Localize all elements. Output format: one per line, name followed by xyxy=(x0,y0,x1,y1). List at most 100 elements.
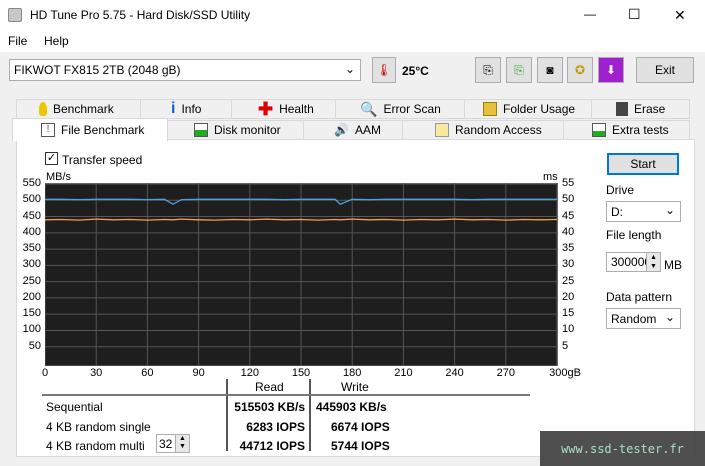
y-tick-label: 50 xyxy=(28,339,41,352)
transfer-chart xyxy=(45,183,558,366)
random-access-icon xyxy=(435,123,449,137)
tab-folder-usage[interactable]: Folder Usage xyxy=(464,99,592,119)
queue-depth-stepper[interactable]: ▲ ▼ xyxy=(175,435,189,452)
drive-select[interactable]: FIKWOT FX815 2TB (2048 gB) ⌄ xyxy=(9,59,361,81)
y-right-tick-label: 25 xyxy=(562,274,575,287)
x-tick-label: 30 xyxy=(90,367,103,379)
x-tick-label: 270 xyxy=(496,367,515,379)
queue-depth-input[interactable]: 32 ▲ ▼ xyxy=(156,434,190,453)
tab-extra-tests[interactable]: Extra tests xyxy=(563,120,690,140)
tab-health[interactable]: ✚ Health xyxy=(231,99,336,119)
tab-disk-monitor[interactable]: Disk monitor xyxy=(167,120,304,140)
maximize-button[interactable]: ☐ xyxy=(628,6,641,22)
x-tick-label: 60 xyxy=(141,367,154,379)
health-icon: ✚ xyxy=(258,98,274,119)
x-tick-label: 0 xyxy=(41,367,49,379)
divider xyxy=(226,379,228,451)
menu-bar: File Help xyxy=(0,30,705,52)
drive-label: Drive xyxy=(606,183,635,197)
file-length-stepper[interactable]: ▲ ▼ xyxy=(646,252,661,272)
y-tick-label: 500 xyxy=(22,193,41,206)
x-tick-label: 90 xyxy=(192,367,205,379)
disk-monitor-icon xyxy=(194,123,208,137)
tab-file-benchmark[interactable]: ! File Benchmark xyxy=(12,118,168,141)
y-tick-label: 300 xyxy=(22,258,41,271)
y-axis-right-label: ms xyxy=(543,171,558,183)
chevron-down-icon: ⌄ xyxy=(664,310,675,324)
y-right-tick-label: 50 xyxy=(562,193,575,206)
transfer-speed-checkbox[interactable]: ✓ xyxy=(45,152,58,165)
read-series-line xyxy=(45,198,557,205)
camera-icon[interactable]: ◙ xyxy=(537,57,563,83)
row-label: 4 KB random single xyxy=(46,420,151,434)
tab-info[interactable]: i Info xyxy=(140,99,232,119)
options-icon[interactable]: ✪ xyxy=(567,57,593,83)
y-tick-label: 200 xyxy=(22,290,41,303)
y-tick-label: 250 xyxy=(22,274,41,287)
y-tick-label: 350 xyxy=(22,242,41,255)
copy-all-icon[interactable]: ⎘ xyxy=(506,57,532,83)
col-write-header: Write xyxy=(341,380,369,394)
x-tick-label: 150 xyxy=(291,367,311,379)
divider xyxy=(309,379,311,451)
speaker-icon: 🔊 xyxy=(334,123,349,137)
col-read-header: Read xyxy=(255,380,284,394)
window-title: HD Tune Pro 5.75 - Hard Disk/SSD Utility xyxy=(30,8,251,22)
trash-icon xyxy=(616,102,628,116)
y-tick-label: 150 xyxy=(22,307,41,320)
exit-button[interactable]: Exit xyxy=(636,57,694,83)
y-right-tick-label: 35 xyxy=(562,242,575,255)
sequential-read: 515503 KB/s xyxy=(234,400,305,414)
file-length-unit: MB xyxy=(664,258,682,272)
app-icon xyxy=(8,8,22,22)
tab-aam[interactable]: 🔊 AAM xyxy=(303,120,403,140)
chevron-down-icon: ⌄ xyxy=(344,62,355,76)
sequential-write: 445903 KB/s xyxy=(316,400,387,414)
random-multi-write: 5744 IOPS xyxy=(331,439,390,453)
y-right-tick-label: 10 xyxy=(562,323,575,336)
tab-random-access[interactable]: Random Access xyxy=(402,120,564,140)
y-tick-label: 550 xyxy=(22,177,41,189)
y-right-tick-label: 20 xyxy=(562,290,575,303)
minimize-button[interactable]: — xyxy=(584,7,596,21)
file-benchmark-icon: ! xyxy=(41,123,55,137)
row-label: Sequential xyxy=(46,400,103,414)
tab-erase[interactable]: Erase xyxy=(591,99,690,119)
start-button[interactable]: Start xyxy=(607,153,679,175)
file-length-label: File length xyxy=(606,228,662,242)
y-tick-label: 450 xyxy=(22,209,41,222)
random-multi-read: 44712 IOPS xyxy=(239,439,305,453)
x-tick-label: 210 xyxy=(394,367,413,379)
tab-error-scan[interactable]: 🔍 Error Scan xyxy=(335,99,465,119)
temperature-value: 25°C xyxy=(402,64,429,78)
temperature-icon: 🌡 xyxy=(372,57,396,83)
copy-icon[interactable]: ⎘ xyxy=(475,57,501,83)
y-right-tick-label: 45 xyxy=(562,209,575,222)
data-pattern-label: Data pattern xyxy=(606,290,673,304)
data-pattern-select[interactable]: Random ⌄ xyxy=(606,308,681,329)
magnifier-icon: 🔍 xyxy=(360,100,378,117)
transfer-speed-label: Transfer speed xyxy=(62,153,143,167)
x-tick-label: 240 xyxy=(445,367,464,379)
menu-help[interactable]: Help xyxy=(44,34,69,48)
info-icon: i xyxy=(171,100,176,117)
x-tick-label: 300gB xyxy=(549,367,581,379)
tab-benchmark[interactable]: Benchmark xyxy=(16,99,141,119)
benchmark-icon xyxy=(39,102,47,116)
close-button[interactable]: ✕ xyxy=(674,7,686,23)
drive-letter-select[interactable]: D: ⌄ xyxy=(606,201,681,222)
y-tick-label: 400 xyxy=(22,225,41,238)
y-axis-left-label: MB/s xyxy=(46,171,72,183)
watermark: www.ssd-tester.fr xyxy=(540,431,705,466)
menu-file[interactable]: File xyxy=(8,34,28,48)
y-right-tick-label: 55 xyxy=(562,177,575,189)
y-right-tick-label: 30 xyxy=(562,258,575,271)
y-right-tick-label: 15 xyxy=(562,307,575,320)
download-icon[interactable]: ⬇ xyxy=(598,57,624,83)
x-tick-label: 180 xyxy=(343,367,362,379)
row-label: 4 KB random multi xyxy=(46,439,145,453)
extra-tests-icon xyxy=(592,123,606,137)
chevron-down-icon: ⌄ xyxy=(664,203,675,217)
y-right-tick-label: 5 xyxy=(562,339,569,352)
folder-icon xyxy=(483,102,497,116)
